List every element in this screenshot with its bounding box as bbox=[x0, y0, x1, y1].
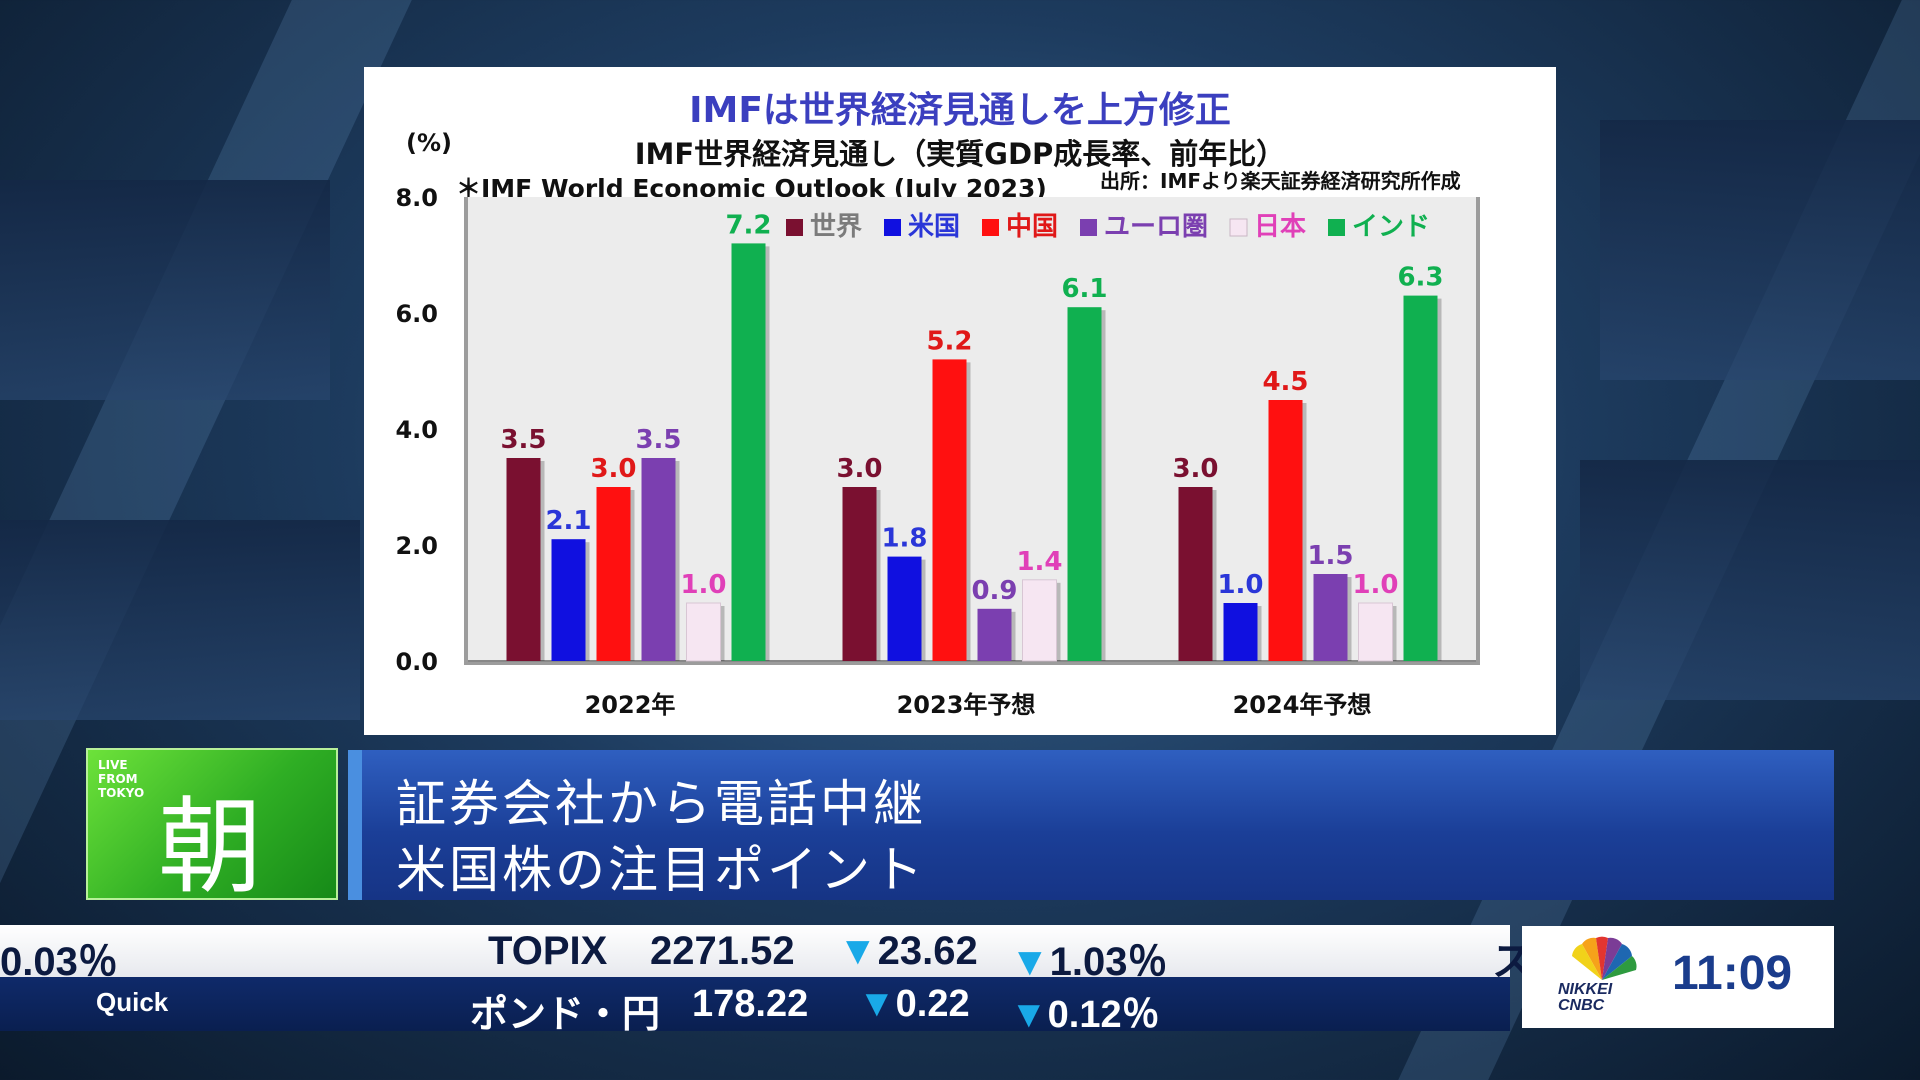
data-label: 2.1 bbox=[545, 506, 591, 536]
bar bbox=[887, 556, 922, 661]
network-logo-text: NIKKEI CNBC bbox=[1558, 982, 1612, 1014]
bar bbox=[1022, 579, 1057, 662]
ticker-index-value: 2271.52 bbox=[650, 929, 795, 973]
program-logo: LIVE FROM TOKYO 朝 bbox=[86, 748, 338, 908]
caption-line-1: 証券会社から電話中継 bbox=[396, 775, 926, 833]
ticker-index-change: ▼23.62 bbox=[838, 929, 978, 973]
program-logo-kanji: 朝 bbox=[158, 786, 263, 908]
bar bbox=[731, 243, 766, 661]
data-label: 4.5 bbox=[1262, 367, 1308, 397]
ticker-row-1: 0.03％ TOPIX 2271.52 ▼23.62 ▼1.03％ ス bbox=[0, 925, 1532, 984]
chart-panel: IMFは世界経済見通しを上方修正 IMF世界経済見通し（実質GDP成長率、前年比… bbox=[364, 67, 1556, 735]
caption-line-2: 米国株の注目ポイント bbox=[396, 841, 926, 899]
ticker-fx-percent: ▼0.12％ bbox=[1010, 994, 1160, 1036]
chart-title: IMFは世界経済見通しを上方修正 bbox=[689, 90, 1231, 131]
data-label: 3.0 bbox=[590, 454, 636, 484]
legend-label: 中国 bbox=[1006, 212, 1058, 242]
bar bbox=[506, 458, 541, 661]
bar-chart: 0.02.04.06.08.03.52.13.03.51.07.22022年3.… bbox=[395, 184, 1480, 719]
network-logo-line2: CNBC bbox=[1558, 997, 1605, 1014]
live-text: LIVE bbox=[98, 758, 128, 772]
y-tick-label: 4.0 bbox=[395, 416, 438, 444]
data-label: 1.0 bbox=[680, 570, 726, 600]
bar bbox=[596, 487, 631, 661]
data-label: 5.2 bbox=[926, 326, 972, 356]
bar bbox=[1178, 487, 1213, 661]
y-tick-label: 8.0 bbox=[395, 184, 438, 212]
bar bbox=[1403, 295, 1438, 661]
legend-label: 米国 bbox=[908, 212, 960, 242]
legend-swatch bbox=[1229, 218, 1248, 237]
legend-swatch bbox=[884, 219, 901, 236]
data-label: 1.5 bbox=[1307, 541, 1353, 571]
caption-bar: 証券会社から電話中継 米国株の注目ポイント bbox=[348, 750, 1834, 900]
data-label: 1.0 bbox=[1217, 570, 1263, 600]
bar bbox=[1313, 574, 1348, 661]
background-panel bbox=[0, 180, 330, 400]
data-label: 1.0 bbox=[1352, 570, 1398, 600]
data-label: 6.1 bbox=[1061, 274, 1107, 304]
y-axis-unit: (%) bbox=[406, 129, 452, 157]
legend-label: ユーロ圏 bbox=[1104, 212, 1208, 242]
y-tick-label: 2.0 bbox=[395, 532, 438, 560]
peacock-icon bbox=[1572, 936, 1637, 980]
from-text: FROM bbox=[98, 772, 138, 786]
legend-swatch bbox=[1328, 219, 1345, 236]
legend-swatch bbox=[982, 219, 999, 236]
x-tick-label: 2022年 bbox=[585, 691, 676, 719]
bar bbox=[1067, 307, 1102, 661]
ticker-fx-change: ▼0.22 bbox=[858, 983, 970, 1025]
y-tick-label: 0.0 bbox=[395, 648, 438, 676]
data-label: 3.0 bbox=[1172, 454, 1218, 484]
y-tick-label: 6.0 bbox=[395, 300, 438, 328]
data-label: 1.8 bbox=[881, 524, 927, 554]
bar bbox=[1358, 602, 1393, 662]
tokyo-text: TOKYO bbox=[98, 786, 145, 800]
broadcast-clock: 11:09 bbox=[1672, 947, 1793, 1000]
bar bbox=[551, 539, 586, 661]
data-label: 3.5 bbox=[635, 425, 681, 455]
quick-logo: Quick bbox=[96, 987, 169, 1017]
bar bbox=[842, 487, 877, 661]
ticker-fx-value: 178.22 bbox=[692, 983, 809, 1025]
legend-label: 日本 bbox=[1254, 212, 1306, 242]
data-label: 3.5 bbox=[500, 425, 546, 455]
bar bbox=[1223, 603, 1258, 661]
data-label: 1.4 bbox=[1016, 547, 1062, 577]
x-tick-label: 2024年予想 bbox=[1233, 691, 1372, 719]
ticker-index-name: TOPIX bbox=[488, 929, 608, 973]
legend-label: インド bbox=[1352, 212, 1430, 242]
background-panel bbox=[0, 520, 360, 720]
legend-swatch bbox=[786, 219, 803, 236]
data-label: 6.3 bbox=[1397, 263, 1443, 293]
data-label: 7.2 bbox=[725, 210, 771, 240]
x-tick-label: 2023年予想 bbox=[897, 691, 1036, 719]
background-panel bbox=[1600, 120, 1920, 380]
legend-label: 世界 bbox=[810, 212, 862, 242]
chart-subtitle: IMF世界経済見通し（実質GDP成長率、前年比） bbox=[634, 137, 1286, 171]
plot-area bbox=[468, 197, 1476, 661]
bar bbox=[932, 359, 967, 661]
network-logo-line1: NIKKEI bbox=[1558, 981, 1613, 998]
ticker-index-percent: ▼1.03％ bbox=[1010, 940, 1168, 984]
network-logo-box: NIKKEI CNBC 11:09 bbox=[1522, 926, 1834, 1028]
bar bbox=[686, 602, 721, 662]
chart-source: 出所：IMFより楽天証券経済研究所作成 bbox=[1100, 169, 1461, 193]
bar bbox=[977, 608, 1012, 661]
bar bbox=[1268, 400, 1303, 661]
background-panel bbox=[1580, 460, 1920, 700]
live-from-tokyo: LIVE FROM TOKYO bbox=[98, 758, 144, 800]
legend-swatch bbox=[1080, 219, 1097, 236]
ticker-row-2: Quick ポンド・円 178.22 ▼0.22 ▼0.12％ bbox=[0, 977, 1510, 1036]
data-label: 3.0 bbox=[836, 454, 882, 484]
ticker-fx-name: ポンド・円 bbox=[470, 994, 661, 1036]
ticker-prev-percent: 0.03％ bbox=[0, 940, 118, 984]
bar bbox=[641, 458, 676, 661]
data-label: 0.9 bbox=[971, 576, 1017, 606]
